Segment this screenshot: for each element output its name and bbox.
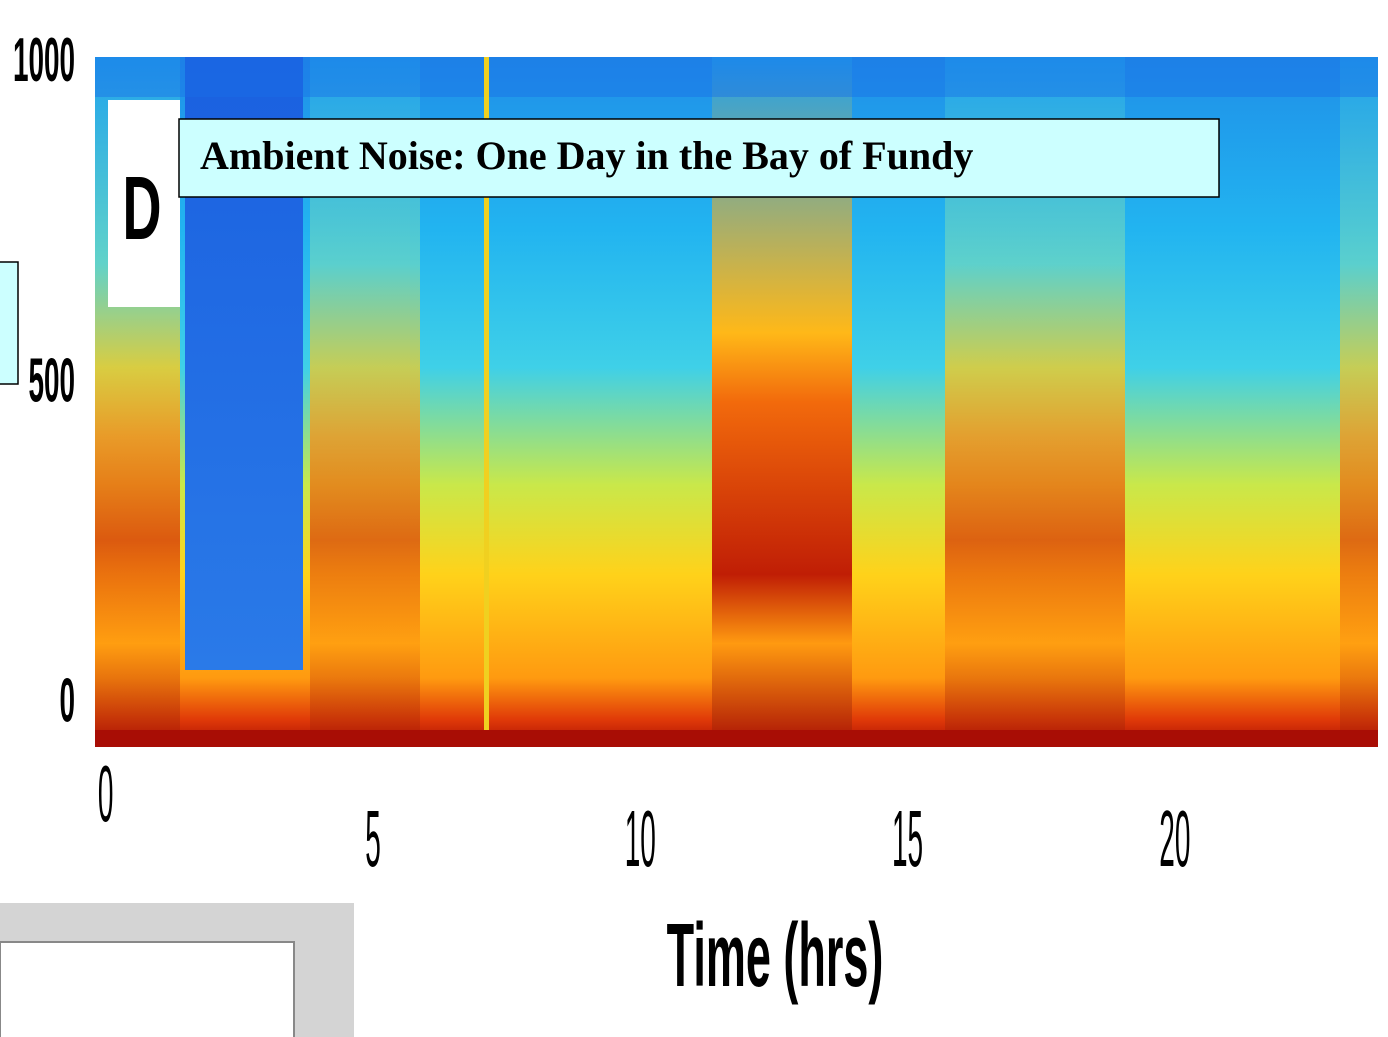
y-tick-label: 1000 [13,26,75,96]
x-tick-label: 20 [1159,794,1190,883]
x-tick-label: 0 [98,749,114,838]
adjacent-box [0,261,19,385]
x-tick-label: 15 [892,794,923,883]
x-axis-label: Time (hrs) [667,906,884,1006]
y-tick-label: 0 [59,666,75,736]
x-tick-label: 10 [625,794,656,883]
panel-label: D [123,158,162,259]
title-box [178,118,1220,198]
y-tick-label: 500 [28,346,75,416]
x-tick-label: 5 [365,794,381,883]
chart-title: Ambient Noise: One Day in the Bay of Fun… [200,133,973,178]
panel-label-box [108,100,180,307]
adjacent-inner [0,941,295,1037]
